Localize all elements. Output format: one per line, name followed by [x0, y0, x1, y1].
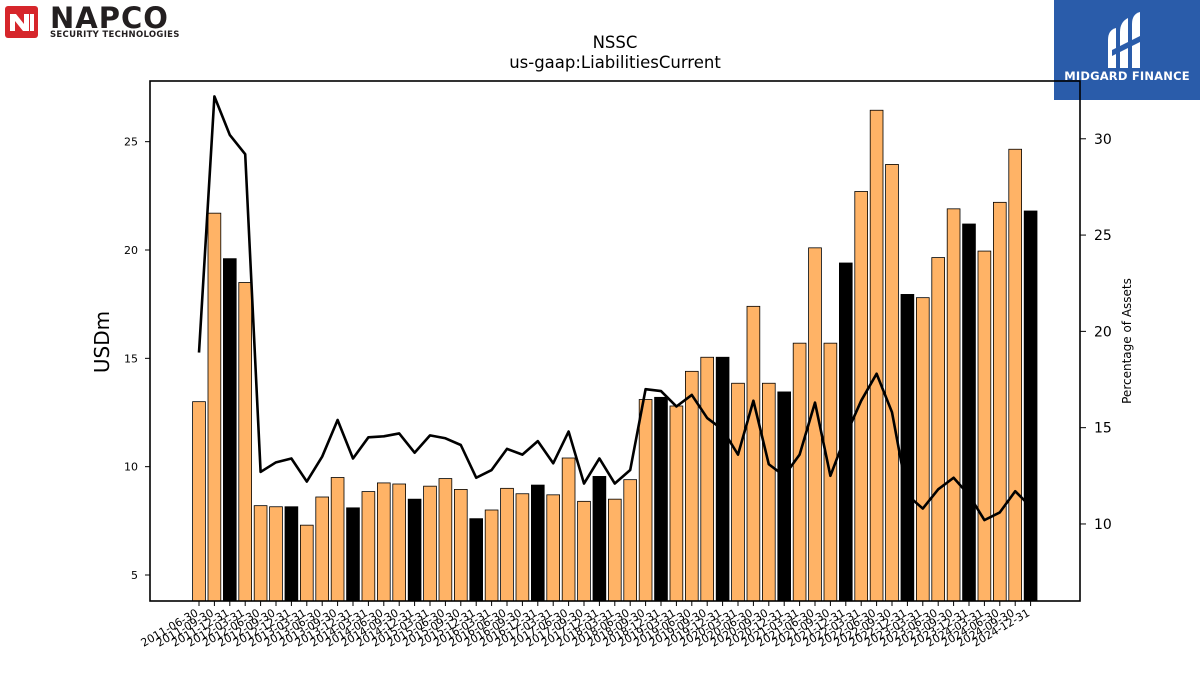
- y-axis-label: USDm: [90, 311, 114, 373]
- bar: [407, 498, 422, 602]
- bar: [1023, 210, 1038, 602]
- bar: [916, 297, 930, 602]
- bar: [222, 258, 237, 602]
- y-tick-label: 25: [124, 136, 138, 149]
- bar: [238, 282, 253, 602]
- bar: [900, 294, 915, 602]
- midgard-finance-logo: MIDGARD FINANCE: [1054, 0, 1200, 100]
- bar: [993, 201, 1007, 602]
- y2-tick-label: 10: [1094, 517, 1112, 533]
- napco-tagline-text: SECURITY TECHNOLOGIES: [50, 30, 180, 40]
- bar: [423, 485, 437, 602]
- bar: [700, 356, 714, 602]
- y2-tick-label: 30: [1094, 132, 1112, 148]
- bar: [484, 509, 499, 602]
- y-tick-label: 10: [124, 461, 138, 474]
- napco-brand-text: NAPCO: [50, 1, 169, 35]
- napco-mark-icon: [5, 6, 38, 38]
- bar: [376, 482, 391, 602]
- bar: [207, 212, 222, 602]
- bar: [592, 476, 607, 602]
- bar: [854, 191, 868, 602]
- bars-layer: [192, 109, 1038, 602]
- bar: [731, 382, 745, 602]
- x-axis: 2011-06-302011-09-302011-12-312012-03-31…: [139, 601, 1032, 650]
- y-tick-label: 5: [131, 569, 138, 582]
- y-axis-right: 10 15 20 25 30: [1080, 132, 1112, 533]
- bar: [253, 505, 268, 602]
- bar: [777, 391, 791, 602]
- midgard-mark-icon: [1108, 12, 1144, 68]
- line-layer: [197, 95, 1032, 522]
- bar: [669, 405, 684, 602]
- bar: [469, 518, 483, 602]
- bar: [608, 498, 622, 602]
- bar: [762, 382, 776, 602]
- y2-tick-label: 15: [1094, 421, 1112, 437]
- bar: [315, 496, 329, 602]
- bar: [946, 208, 961, 602]
- bar: [577, 500, 591, 602]
- bar: [392, 483, 406, 602]
- bar: [546, 494, 560, 602]
- bar: [638, 399, 653, 602]
- bar: [299, 524, 314, 602]
- bar: [438, 478, 453, 602]
- bar: [515, 493, 530, 602]
- bar: [623, 479, 637, 602]
- y-tick-label: 15: [124, 352, 138, 365]
- bar: [500, 487, 514, 602]
- y2-tick-label: 20: [1094, 324, 1112, 340]
- y2-axis-label: Percentage of Assets: [1120, 278, 1134, 404]
- bar: [192, 401, 206, 602]
- bar: [284, 506, 299, 602]
- bar: [962, 223, 976, 602]
- bar: [746, 305, 761, 602]
- bar: [531, 484, 545, 602]
- bar: [1008, 148, 1022, 602]
- bar: [839, 262, 853, 602]
- percentage-line: [197, 95, 1032, 522]
- bar: [269, 506, 283, 602]
- bar: [869, 109, 884, 602]
- y-tick-label: 20: [124, 244, 138, 257]
- y-axis-left: 5 10 15 20 25: [124, 136, 150, 582]
- bar: [931, 257, 945, 602]
- y2-tick-label: 25: [1094, 228, 1112, 244]
- bar: [685, 370, 699, 602]
- bar: [715, 356, 730, 602]
- bar: [977, 250, 992, 602]
- bar: [346, 507, 360, 602]
- bar: [453, 489, 468, 602]
- napco-logo: NAPCO SECURITY TECHNOLOGIES: [4, 1, 214, 40]
- bar: [885, 164, 899, 602]
- bar: [361, 491, 376, 602]
- chart-subtitle: us-gaap:LiabilitiesCurrent: [509, 53, 721, 72]
- chart-title: NSSC: [593, 33, 638, 52]
- bar: [792, 342, 807, 602]
- bar: [654, 396, 668, 602]
- bar: [561, 457, 576, 602]
- midgard-brand-text: MIDGARD FINANCE: [1064, 69, 1190, 83]
- bar: [330, 477, 345, 602]
